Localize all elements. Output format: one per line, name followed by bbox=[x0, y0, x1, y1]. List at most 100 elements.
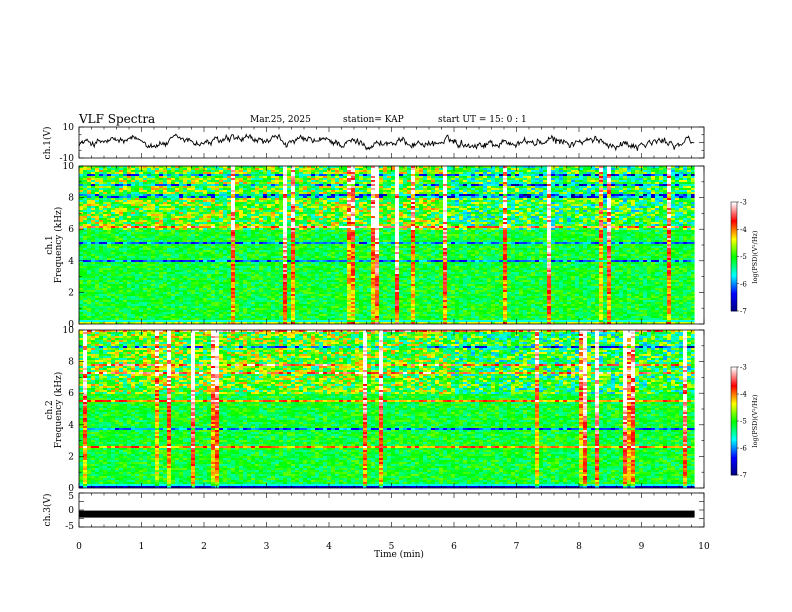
ch1-spectrogram-cell bbox=[119, 208, 123, 210]
ch1-spectrogram-cell bbox=[563, 182, 567, 184]
ch1-spectrogram-cell bbox=[491, 176, 495, 178]
ch1-spectrogram-cell bbox=[667, 200, 671, 202]
ch1-spectrogram-cell bbox=[411, 202, 415, 204]
ch1-spectrogram-cell bbox=[511, 194, 515, 196]
ch1-spectrogram-cell bbox=[223, 184, 227, 186]
ch1-spectrogram-cell bbox=[103, 202, 107, 204]
ch1-spectrogram-cell bbox=[367, 218, 371, 220]
ch1-spectrogram-cell bbox=[423, 220, 427, 222]
ch1-spectrogram-cell bbox=[171, 184, 175, 186]
ch1-spectrogram-cell bbox=[643, 170, 647, 172]
ch1-spectrogram-cell bbox=[579, 176, 583, 178]
ch1-spectrogram-cell bbox=[519, 196, 523, 198]
ch1-spectrogram-cell bbox=[519, 168, 523, 170]
ch1-spectrogram-cell bbox=[451, 214, 455, 216]
ch1-spectrogram-cell bbox=[611, 198, 615, 200]
ch1-spectrogram-cell bbox=[427, 176, 431, 178]
ch1-spectrogram-cell bbox=[471, 222, 475, 224]
ch1-spectrogram-cell bbox=[87, 168, 91, 170]
ch1-spectrogram-cell bbox=[103, 220, 107, 222]
ch1-spectrogram-cell bbox=[247, 176, 251, 178]
ch1-spectrogram-cell bbox=[247, 174, 251, 176]
ch1-spectrogram-cell bbox=[287, 204, 291, 206]
ch1-spectrogram-cell bbox=[327, 180, 331, 182]
ch1-spectrogram-cell bbox=[303, 226, 307, 228]
ch1-spectrogram-cell bbox=[367, 178, 371, 180]
ch1-spectrogram-cell bbox=[323, 208, 327, 210]
ch1-spectrogram-cell bbox=[87, 178, 91, 180]
ch1-spectrogram-cell bbox=[631, 196, 635, 198]
ch1-spectrogram-cell bbox=[415, 180, 419, 182]
ch1-spectrogram-cell bbox=[455, 216, 459, 218]
ch1-spectrogram-cell bbox=[219, 222, 223, 224]
ch1-spectrogram-cell bbox=[559, 220, 563, 222]
ch1-spectrogram-cell bbox=[91, 168, 95, 170]
ch1-spectrogram-cell bbox=[487, 168, 491, 170]
ch1-spectrogram-cell bbox=[435, 200, 439, 202]
ch1-spectrogram-cell bbox=[119, 200, 123, 202]
ch1-spectrogram-cell bbox=[251, 180, 255, 182]
ch1-spectrogram-cell bbox=[263, 206, 267, 208]
ch1-spectrogram-cell bbox=[427, 226, 431, 228]
ch1-spectrogram-cell bbox=[443, 194, 447, 196]
ch1-spectrogram-cell bbox=[439, 210, 443, 212]
ch1-spectrogram-cell bbox=[171, 180, 175, 182]
ch1-spectrogram-cell bbox=[99, 218, 103, 220]
ch1-spectrogram-cell bbox=[143, 184, 147, 186]
ch1-spectrogram-cell bbox=[131, 198, 135, 200]
ch1-spectrogram-cell bbox=[551, 166, 555, 168]
ch1-spectrogram-cell bbox=[135, 194, 139, 196]
ch1-spectrogram-cell bbox=[103, 208, 107, 210]
ch1-spectrogram-cell bbox=[475, 188, 479, 190]
ch1-spectrogram-cell bbox=[243, 214, 247, 216]
ch1-spectrogram-cell bbox=[347, 222, 351, 224]
ch1-spectrogram-cell bbox=[171, 198, 175, 200]
ch1-spectrogram-cell bbox=[375, 210, 379, 212]
ch1-spectrogram-cell bbox=[347, 202, 351, 204]
ch1-spectrogram-cell bbox=[619, 210, 623, 212]
ch1-spectrogram-cell bbox=[99, 204, 103, 206]
ch1-spectrogram-cell bbox=[523, 174, 527, 176]
ch1-spectrogram-cell bbox=[683, 200, 687, 202]
ch1-spectrogram-cell bbox=[143, 180, 147, 182]
ch1-spectrogram-cell bbox=[283, 222, 287, 224]
ch1-spectrogram-cell bbox=[319, 220, 323, 222]
ch1-spectrogram-cell bbox=[675, 190, 679, 192]
ch1-spectrogram-cell bbox=[447, 228, 451, 230]
ch1-spectrogram-cell bbox=[447, 180, 451, 182]
ch1-spectrogram-cell bbox=[359, 182, 363, 184]
ch1-spectrogram-cell bbox=[83, 218, 87, 220]
ch1-spectrogram-cell bbox=[487, 222, 491, 224]
ch1-spectrogram-cell bbox=[691, 220, 695, 222]
ch1-spectrogram-cell bbox=[503, 224, 507, 226]
ch1-spectrogram-cell bbox=[151, 226, 155, 228]
ch1-spectrogram-cell bbox=[79, 180, 83, 182]
ch1-spectrogram-cell bbox=[223, 198, 227, 200]
ch1-spectrogram-cell bbox=[259, 216, 263, 218]
ch1-spectrogram-cell bbox=[131, 222, 135, 224]
ch1-spectrogram-cell bbox=[199, 206, 203, 208]
ch1-spectrogram-cell bbox=[287, 196, 291, 198]
ch1-spectrogram-cell bbox=[439, 168, 443, 170]
ch1-spectrogram-cell bbox=[667, 224, 671, 226]
ch1-spectrogram-cell bbox=[387, 214, 391, 216]
ch1-spectrogram-cell bbox=[567, 224, 571, 226]
ch1-spectrogram-cell bbox=[195, 216, 199, 218]
ch1-spectrogram-cell bbox=[403, 190, 407, 192]
ch1-spectrogram-cell bbox=[195, 182, 199, 184]
ch1-spectrogram-cell bbox=[603, 172, 607, 174]
ch1-spectrogram-cell bbox=[363, 214, 367, 216]
ch1-spectrogram-cell bbox=[147, 228, 151, 230]
ch1-spectrogram-cell bbox=[263, 200, 267, 202]
ch1-spectrogram-cell bbox=[511, 224, 515, 226]
ch1-spectrogram-cell bbox=[603, 166, 607, 168]
ch1-spectrogram-cell bbox=[495, 206, 499, 208]
ch1-spectrogram-cell bbox=[363, 196, 367, 198]
ch1-spectrogram-cell bbox=[371, 174, 375, 176]
ch1-spectrogram-cell bbox=[307, 180, 311, 182]
ch1-spectrogram-cell bbox=[671, 190, 675, 192]
ch1-spectrogram-cell bbox=[575, 206, 579, 208]
ch1-spectrogram-cell bbox=[171, 200, 175, 202]
ch1-spectrogram-cell bbox=[199, 202, 203, 204]
ch1-spectrogram-cell bbox=[95, 196, 99, 198]
